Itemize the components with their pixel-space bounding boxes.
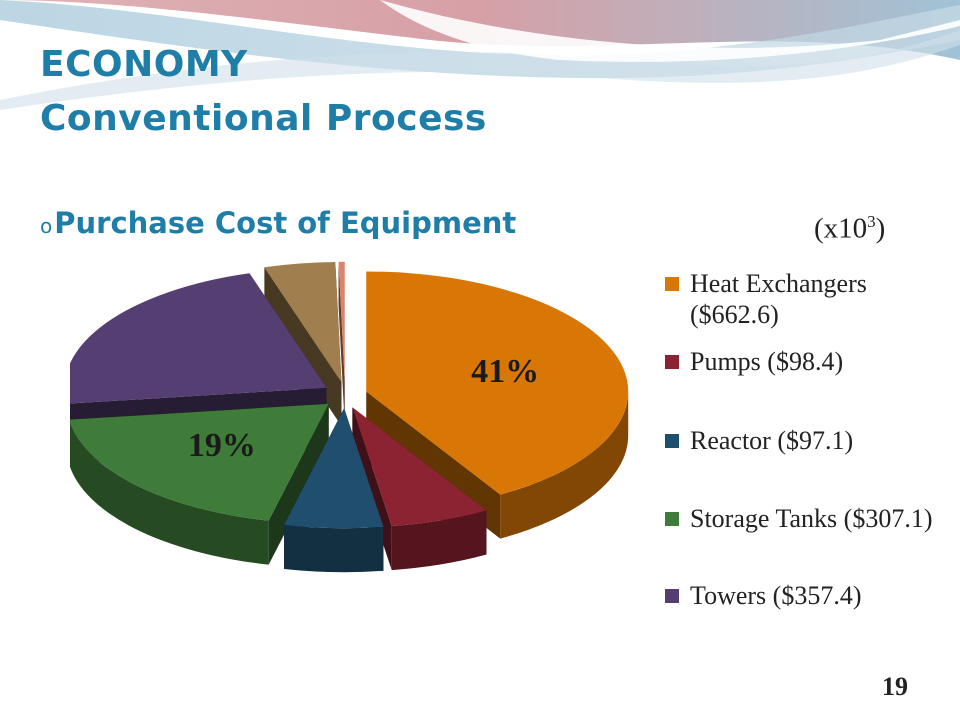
pie-slice-rim-pumps-0 [391, 510, 487, 571]
units-label: (x103) [814, 212, 885, 246]
legend-label-reactor: Reactor ($97.1) [690, 426, 854, 455]
pie-slice-top-other-2 [338, 261, 345, 382]
page-title-line2: Conventional Process [40, 98, 487, 139]
legend-label-towers: Towers ($357.4) [690, 581, 862, 610]
legend-swatch-towers [665, 589, 679, 603]
pie-slice-rim-reactor-0 [284, 524, 384, 573]
bullet-item: o Purchase Cost of Equipment [40, 206, 516, 240]
legend-item-storage-tanks: Storage Tanks ($307.1) [665, 503, 940, 534]
pie-slice-top-towers [70, 273, 327, 404]
legend-swatch-pumps [665, 355, 679, 369]
legend-swatch-storage-tanks [665, 512, 679, 526]
legend-item-reactor: Reactor ($97.1) [665, 425, 940, 456]
pie-slice-top-pumps [352, 407, 487, 527]
data-label-heat-exchangers: 41% [471, 353, 539, 390]
bullet-icon: o [40, 214, 53, 238]
pie-slice-top-reactor [284, 408, 384, 529]
header-wave-light [0, 30, 960, 110]
pie-slice-rim-storage-tanks-0 [70, 422, 269, 565]
pie-slice-top-storage-tanks [70, 403, 329, 521]
pie-chart: 41% 19% [70, 261, 629, 573]
legend-swatch-reactor [665, 434, 679, 448]
page-title-line1: ECONOMY [40, 44, 248, 85]
pie-slice-top-heat-exchangers [366, 271, 629, 495]
units-exponent: 3 [867, 212, 876, 231]
pie-slice-top-other-1 [264, 262, 342, 382]
legend-swatch-heat-exchangers [665, 277, 679, 291]
header-wave-white [380, 0, 960, 62]
units-close: ) [875, 212, 886, 245]
bullet-text: Purchase Cost of Equipment [54, 206, 517, 240]
legend-item-towers: Towers ($357.4) [665, 580, 940, 611]
legend-label-storage-tanks: Storage Tanks ($307.1) [690, 504, 933, 533]
pie-slice-other-2 [338, 261, 345, 426]
page-number: 19 [882, 672, 908, 701]
pie-slice-rim-heat-exchangers-0 [500, 391, 629, 539]
legend-label-heat-exchangers: Heat Exchangers ($662.6) [690, 269, 867, 329]
pie-slice-wall-other-2-0 [338, 261, 345, 426]
legend-item-heat-exchangers: Heat Exchangers ($662.6) [665, 268, 940, 330]
data-label-storage-tanks: 19% [188, 427, 256, 464]
pie-slice-reactor [284, 408, 384, 573]
pie-slice-pumps [352, 407, 487, 571]
units-base: (x10 [814, 212, 868, 245]
pie-slice-storage-tanks [70, 403, 329, 565]
legend-label-pumps: Pumps ($98.4) [690, 347, 844, 376]
legend-item-pumps: Pumps ($98.4) [665, 346, 940, 377]
